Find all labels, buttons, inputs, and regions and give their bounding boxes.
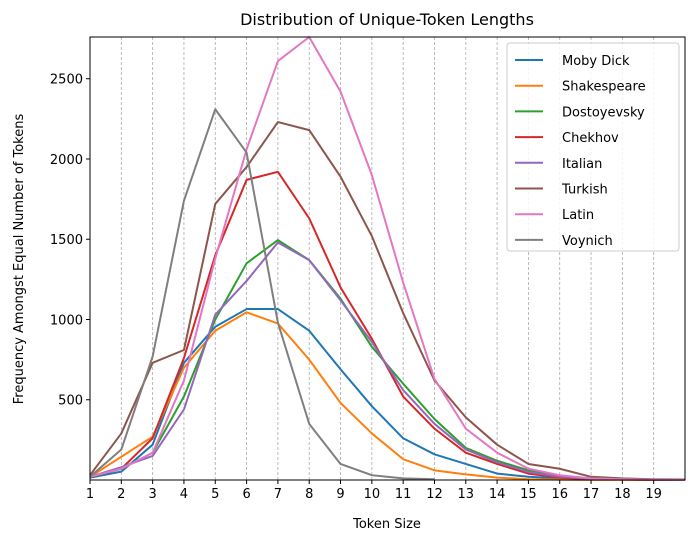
legend-label: Dostoyevsky	[562, 105, 645, 120]
x-tick-label: 2	[117, 487, 125, 502]
x-tick-label: 6	[242, 487, 250, 502]
series-line-turkish	[89, 121, 686, 481]
legend-box	[506, 42, 680, 252]
y-axis-label: Frequency Amongst Equal Number of Tokens	[12, 114, 27, 405]
plot-frame	[89, 36, 686, 481]
series-line-italian	[89, 241, 686, 481]
y-tick-label: 500	[58, 394, 83, 409]
legend-label: Chekhov	[562, 131, 619, 146]
x-tick-label: 10	[364, 487, 381, 502]
x-tick-label: 13	[458, 487, 475, 502]
legend-label: Turkish	[561, 183, 608, 198]
x-tick-label: 8	[305, 487, 313, 502]
legend: Moby Dick Shakespeare Dostoyevsky Chekhov It…	[506, 42, 680, 252]
series-line-voynich	[89, 108, 435, 481]
grid	[89, 37, 655, 480]
x-tick-label: 7	[274, 487, 282, 502]
series-lines	[89, 36, 686, 481]
x-axis-label: Token Size	[352, 517, 421, 532]
series-line-latin	[89, 36, 686, 481]
legend-label: Italian	[562, 157, 602, 172]
y-tick-label: 1500	[50, 233, 83, 248]
series-line-moby-dick	[89, 308, 686, 481]
legend-label: Shakespeare	[562, 80, 646, 95]
y-tick-label: 1000	[50, 313, 83, 328]
x-tick-label: 1	[86, 487, 94, 502]
x-tick-label: 9	[336, 487, 344, 502]
y-tick-label: 2500	[50, 73, 83, 88]
x-tick-label: 17	[583, 487, 600, 502]
x-tick-label: 4	[180, 487, 188, 502]
y-tick-label: 2000	[50, 153, 83, 168]
x-tick-label: 5	[211, 487, 219, 502]
x-tick-label: 19	[645, 487, 662, 502]
legend-label: Moby Dick	[562, 54, 630, 69]
x-tick-label: 18	[614, 487, 631, 502]
x-tick-label: 14	[489, 487, 506, 502]
legend-label: Latin	[562, 208, 594, 223]
chart-title: Distribution of Unique-Token Lengths	[240, 10, 534, 29]
axis-ticks: 1 2 3 4 5 6 7 8 9 10 11 12 13 14 15 16 17 18 1950010001500…	[50, 73, 662, 502]
x-tick-label: 3	[148, 487, 156, 502]
x-tick-label: 15	[520, 487, 537, 502]
x-tick-label: 16	[551, 487, 568, 502]
x-tick-label: 12	[426, 487, 443, 502]
legend-label: Voynich	[562, 234, 613, 249]
x-tick-label: 11	[395, 487, 412, 502]
series-line-shakespeare	[89, 311, 685, 481]
